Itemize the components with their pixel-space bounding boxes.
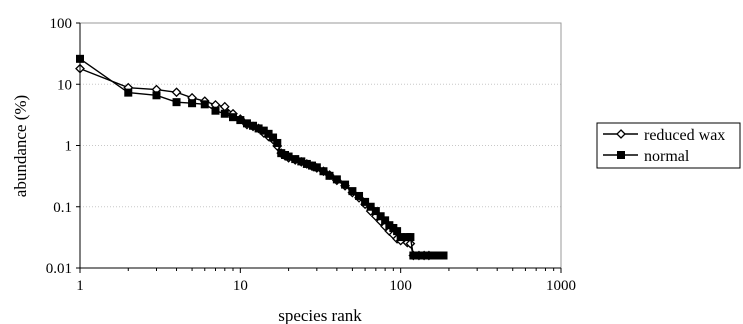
data-point-square	[393, 227, 402, 236]
data-point-square	[273, 138, 282, 147]
data-point-square	[259, 126, 268, 135]
x-axis-title: species rank	[278, 306, 362, 324]
legend-entries	[603, 129, 638, 159]
data-point-square	[439, 251, 448, 260]
y-tick-label: 100	[50, 16, 73, 32]
data-point-square	[152, 91, 161, 100]
data-point-square	[291, 155, 300, 164]
gridlines	[80, 83, 561, 208]
data-point-square	[348, 187, 357, 196]
data-point-square	[312, 163, 321, 172]
data-point-square	[188, 99, 197, 108]
data-point-square	[172, 98, 181, 107]
data-point-square	[409, 251, 418, 260]
y-axis-title: abundance (%)	[11, 95, 30, 197]
data-point-square	[124, 88, 133, 97]
data-point-square	[264, 129, 273, 138]
y-tick-label: 0.01	[46, 261, 72, 277]
data-point-square	[302, 159, 311, 168]
x-tick-label: 10	[233, 278, 248, 294]
data-point-square	[211, 106, 220, 115]
data-point-square	[429, 251, 438, 260]
data-point-square	[396, 233, 405, 242]
data-point-square	[200, 100, 209, 109]
data-point-square	[242, 119, 251, 128]
x-tick-label: 100	[389, 278, 412, 294]
legend: reduced wax normal	[596, 122, 741, 169]
data-point-square	[381, 216, 390, 225]
data-point-square	[420, 251, 429, 260]
data-point-square	[325, 171, 334, 180]
data-point-square	[355, 191, 364, 200]
data-point-square	[376, 212, 385, 221]
data-point-square	[236, 116, 245, 125]
data-point-square	[406, 233, 415, 242]
data-point-square	[366, 202, 375, 211]
y-tick-label: 0.1	[53, 200, 72, 216]
data-point-square	[269, 133, 278, 142]
data-point-square	[254, 124, 263, 133]
y-tick-label: 1	[65, 139, 73, 155]
y-tick-label: 10	[57, 77, 72, 93]
data-point-diamond	[405, 238, 416, 249]
series-layer	[75, 54, 448, 261]
data-point-square	[297, 157, 306, 166]
data-point-diamond	[171, 87, 182, 98]
tick-labels: 0.01 0.1 1 10 100 1 10 100 1000	[46, 16, 576, 294]
data-point-square	[220, 109, 229, 118]
data-point-square	[284, 152, 293, 161]
data-point-square	[371, 207, 380, 216]
series-line	[79, 67, 429, 257]
series-normal	[76, 54, 448, 260]
legend-label-reduced-wax: reduced wax	[644, 127, 725, 144]
axes	[76, 22, 562, 273]
data-point-square	[617, 151, 625, 159]
data-point-square	[341, 180, 350, 189]
x-tick-label: 1000	[546, 278, 576, 294]
data-point-square	[228, 113, 237, 122]
data-point-square	[308, 161, 317, 170]
data-point-square	[249, 121, 258, 130]
data-point-square	[332, 175, 341, 184]
data-point-square	[424, 251, 433, 260]
data-point-diamond	[616, 129, 626, 139]
data-point-square	[361, 197, 370, 206]
data-point-square	[319, 167, 328, 176]
data-point-square	[414, 251, 423, 260]
legend-label-normal: normal	[644, 148, 690, 165]
data-point-square	[433, 251, 442, 260]
x-tick-label: 1	[76, 278, 84, 294]
